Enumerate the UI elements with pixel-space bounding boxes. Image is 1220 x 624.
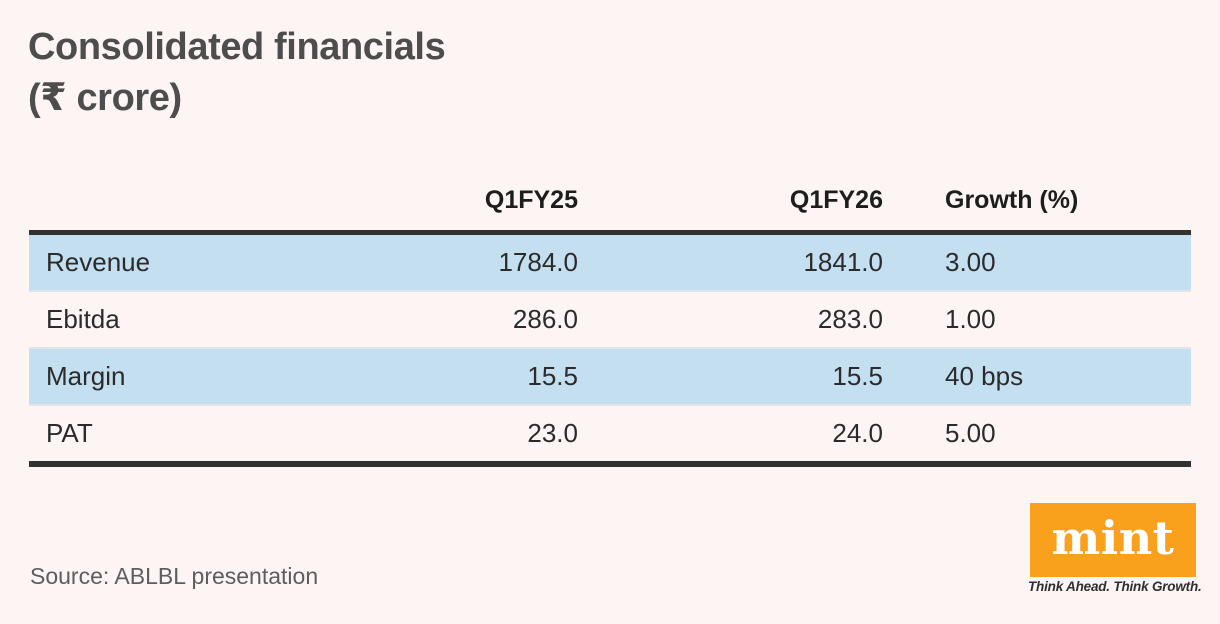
column-header-q1fy26: Q1FY26 (789, 186, 883, 214)
table-header-row: Q1FY25 Q1FY26 Growth (%) (29, 186, 1191, 230)
row-label: PAT (46, 418, 93, 448)
table-row-ebitda: Ebitda 286.0 283.0 1.00 (29, 292, 1191, 349)
table-row-margin: Margin 15.5 15.5 40 bps (29, 349, 1191, 406)
cell-growth: 40 bps (945, 361, 1024, 391)
financials-table: Q1FY25 Q1FY26 Growth (%) Revenue 1784.0 … (29, 186, 1191, 467)
cell-q1fy26: 283.0 (817, 304, 883, 334)
source-note: Source: ABLBL presentation (30, 563, 319, 589)
row-label: Margin (46, 361, 126, 391)
page-title: Consolidated financials (₹ crore) (28, 22, 446, 124)
cell-growth: 3.00 (945, 247, 996, 277)
mint-logo-wordmark: mint (1051, 510, 1175, 565)
cell-growth: 5.00 (945, 418, 996, 448)
row-label: Revenue (46, 247, 151, 277)
cell-q1fy25: 1784.0 (498, 247, 578, 277)
cell-growth: 1.00 (945, 304, 996, 334)
table-row-pat: PAT 23.0 24.0 5.00 (29, 406, 1191, 461)
mint-logo: mint (1030, 503, 1196, 577)
table-row-revenue: Revenue 1784.0 1841.0 3.00 (29, 235, 1191, 292)
column-header-growth: Growth (%) (945, 186, 1079, 214)
cell-q1fy25: 15.5 (527, 361, 578, 391)
page-title-line1: Consolidated financials (28, 26, 446, 68)
cell-q1fy25: 23.0 (527, 418, 578, 448)
cell-q1fy25: 286.0 (512, 304, 578, 334)
column-header-q1fy25: Q1FY25 (484, 186, 578, 214)
cell-q1fy26: 15.5 (832, 361, 883, 391)
mint-tagline: Think Ahead. Think Growth. (1028, 579, 1202, 594)
cell-q1fy26: 1841.0 (803, 247, 883, 277)
row-label: Ebitda (46, 304, 120, 334)
cell-q1fy26: 24.0 (832, 418, 883, 448)
page-title-line2: (₹ crore) (28, 77, 182, 119)
table-body: Revenue 1784.0 1841.0 3.00 Ebitda 286.0 … (29, 230, 1191, 467)
